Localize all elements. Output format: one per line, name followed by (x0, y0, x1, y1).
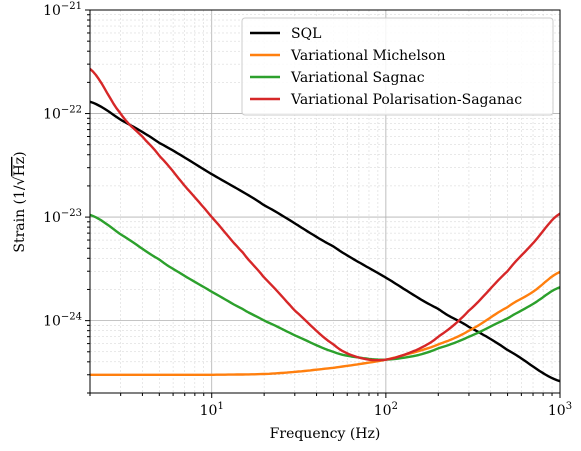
legend: SQL Variational Michelson Variational Sagn… (241, 17, 554, 116)
legend-label: Variational Michelson (290, 48, 446, 64)
x-tick-label: 103 (548, 401, 572, 419)
series-line-2 (90, 213, 560, 361)
y-tick-label: 10−23 (43, 208, 82, 226)
axis-ticks: 101 102 103 10−21 10−22 10−23 10−24 (43, 1, 572, 419)
legend-label: SQL (291, 26, 321, 42)
series-line-3 (90, 67, 560, 362)
plot-frame (89, 9, 561, 394)
svg-text:Strain (1/√Hz): Strain (1/√Hz) (12, 151, 28, 252)
x-tick-label: 102 (374, 401, 398, 419)
y-tick-label: 10−24 (43, 312, 82, 330)
y-tick-label: 10−22 (43, 105, 82, 123)
legend-label: Variational Sagnac (290, 70, 425, 86)
series-line-0 (90, 100, 560, 383)
series-line-1 (90, 270, 560, 376)
legend-box (241, 17, 554, 116)
plot-lines (90, 67, 560, 383)
y-axis-label: Strain (1/√Hz) (12, 151, 28, 252)
y-tick-label: 10−21 (43, 1, 82, 19)
x-axis-label: Frequency (Hz) (270, 426, 381, 442)
x-tick-label: 101 (200, 401, 224, 419)
legend-label: Variational Polarisation-Saganac (290, 92, 522, 108)
